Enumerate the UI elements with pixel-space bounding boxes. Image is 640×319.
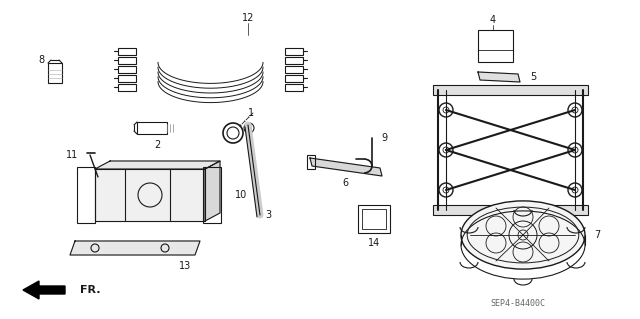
Text: 7: 7 — [594, 230, 600, 240]
Text: 13: 13 — [179, 261, 191, 271]
Polygon shape — [95, 169, 205, 221]
Bar — [433, 85, 588, 95]
Bar — [433, 205, 588, 215]
Text: 5: 5 — [530, 72, 536, 82]
Text: 11: 11 — [66, 150, 78, 160]
Bar — [137, 122, 167, 134]
Bar — [285, 66, 303, 73]
Ellipse shape — [461, 201, 585, 269]
Bar — [118, 66, 136, 73]
Text: 8: 8 — [38, 55, 44, 65]
Text: SEP4-B4400C: SEP4-B4400C — [490, 299, 545, 308]
FancyArrow shape — [23, 281, 65, 299]
Bar — [358, 205, 390, 233]
Bar — [203, 167, 221, 223]
Bar — [118, 57, 136, 64]
Text: 3: 3 — [265, 210, 271, 220]
Bar — [478, 30, 513, 62]
Bar — [307, 155, 315, 169]
Text: 2: 2 — [154, 140, 160, 150]
Circle shape — [247, 126, 251, 130]
Bar — [118, 84, 136, 91]
Bar — [48, 63, 62, 83]
Polygon shape — [310, 158, 382, 176]
Bar — [362, 209, 386, 229]
Polygon shape — [478, 72, 520, 82]
Text: 14: 14 — [368, 238, 380, 248]
Text: 1: 1 — [248, 108, 254, 118]
Bar — [118, 48, 136, 55]
Text: 4: 4 — [490, 15, 496, 25]
Polygon shape — [205, 161, 220, 221]
Bar — [77, 167, 95, 223]
Text: 12: 12 — [242, 13, 254, 23]
Text: FR.: FR. — [80, 285, 100, 295]
Bar — [285, 84, 303, 91]
Bar — [285, 48, 303, 55]
Text: 10: 10 — [235, 190, 247, 200]
Bar — [118, 75, 136, 82]
Polygon shape — [95, 161, 220, 169]
Bar — [285, 75, 303, 82]
Text: 9: 9 — [381, 133, 387, 143]
Bar — [285, 57, 303, 64]
Text: 6: 6 — [342, 178, 348, 188]
Polygon shape — [70, 241, 200, 255]
